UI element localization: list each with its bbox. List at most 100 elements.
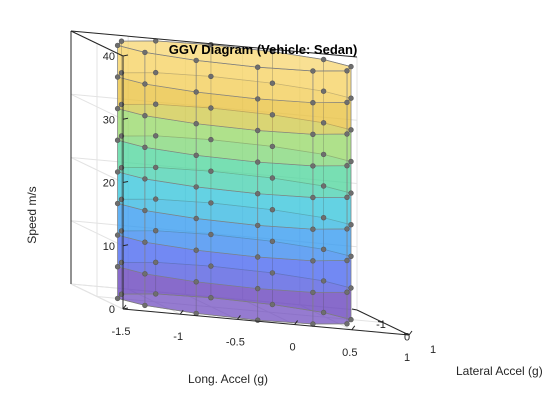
data-point: [142, 271, 148, 277]
z-tick-mark: [122, 54, 129, 57]
surface-patch: [257, 193, 314, 230]
surface-patch: [257, 130, 314, 167]
data-point: [208, 73, 214, 80]
data-point: [320, 246, 327, 253]
left-wall-gridline: [70, 93, 124, 120]
data-point: [255, 191, 261, 197]
y-tick-mark: [351, 308, 358, 311]
data-point: [348, 63, 354, 70]
x-tick-mark: [408, 330, 413, 336]
data-point: [320, 88, 327, 94]
data-point: [208, 168, 214, 174]
data-point: [153, 291, 159, 297]
x-tick-label: 1: [404, 352, 410, 364]
data-point: [114, 264, 121, 270]
data-point: [255, 285, 261, 292]
data-point: [193, 184, 199, 190]
left-wall-gridline: [70, 220, 124, 247]
x-axis-line: [122, 308, 410, 336]
data-point: [269, 80, 276, 86]
data-point: [269, 112, 276, 118]
data-point: [348, 253, 354, 259]
data-point: [320, 309, 327, 316]
z-tick-label: 40: [103, 51, 115, 63]
data-point: [310, 258, 316, 264]
data-point: [320, 151, 327, 158]
data-point: [269, 175, 276, 181]
data-point: [348, 158, 354, 165]
data-point: [114, 74, 121, 80]
surface-patch: [312, 228, 348, 262]
data-point: [310, 226, 316, 232]
y-tick-mark: [377, 321, 384, 323]
x-axis-label: Long. Accel (g): [188, 372, 268, 386]
data-point: [320, 120, 327, 126]
x-tick-label: -0.5: [226, 336, 245, 348]
data-point: [344, 257, 350, 264]
left-wall-gridline: [70, 157, 124, 183]
data-point: [142, 81, 148, 87]
data-point: [269, 270, 276, 276]
data-point: [344, 68, 350, 74]
data-point: [310, 163, 316, 169]
data-point: [310, 289, 316, 296]
data-point: [193, 152, 199, 159]
data-point: [193, 247, 199, 253]
z-tick-mark: [122, 117, 129, 120]
data-point: [142, 207, 148, 214]
data-point: [255, 64, 261, 70]
data-point: [114, 137, 121, 143]
data-point: [208, 295, 214, 301]
data-point: [193, 215, 199, 222]
data-point: [255, 159, 261, 165]
z-tick-label: 10: [103, 241, 115, 253]
data-point: [320, 56, 327, 63]
data-point: [153, 259, 159, 265]
data-point: [153, 228, 159, 234]
z-tick-mark: [122, 181, 129, 183]
back-frame-edge: [70, 30, 358, 58]
z-tick-label: 20: [103, 178, 115, 190]
surface-patch: [312, 102, 348, 135]
data-point: [348, 95, 354, 101]
surface-patch: [257, 66, 314, 104]
surface-patch: [257, 161, 314, 198]
y-tick-label: 0: [404, 332, 410, 344]
z-tick-mark: [122, 244, 129, 247]
data-point: [208, 105, 214, 111]
data-point: [255, 96, 261, 102]
surface-patch: [257, 225, 314, 262]
data-point: [320, 183, 327, 189]
y-axis-label: Lateral Accel (g): [456, 364, 543, 378]
data-point: [142, 112, 148, 119]
data-point: [193, 89, 199, 95]
y-tick-mark: [403, 333, 410, 336]
data-point: [114, 42, 121, 49]
x-tick-mark: [122, 304, 127, 310]
data-point: [344, 163, 350, 169]
data-point: [320, 278, 327, 284]
data-point: [269, 143, 276, 150]
data-point: [142, 176, 148, 182]
data-point: [344, 99, 350, 106]
data-point: [255, 222, 261, 229]
data-point: [142, 302, 148, 309]
data-point: [344, 194, 350, 201]
data-point: [310, 194, 316, 201]
x-tick-mark: [351, 325, 356, 331]
data-point: [208, 231, 214, 238]
data-point: [114, 169, 121, 175]
z-tick-label: 0: [109, 304, 115, 316]
data-point: [348, 190, 354, 196]
z-tick-mark: [122, 307, 129, 310]
x-tick-label: -1.5: [112, 326, 131, 338]
surface-patch: [312, 165, 348, 198]
data-point: [153, 101, 159, 107]
data-point: [269, 301, 276, 308]
data-point: [193, 120, 199, 127]
surface-patch: [312, 260, 348, 293]
data-point: [193, 279, 199, 285]
data-point: [153, 69, 159, 76]
surface-patch: [312, 196, 348, 230]
